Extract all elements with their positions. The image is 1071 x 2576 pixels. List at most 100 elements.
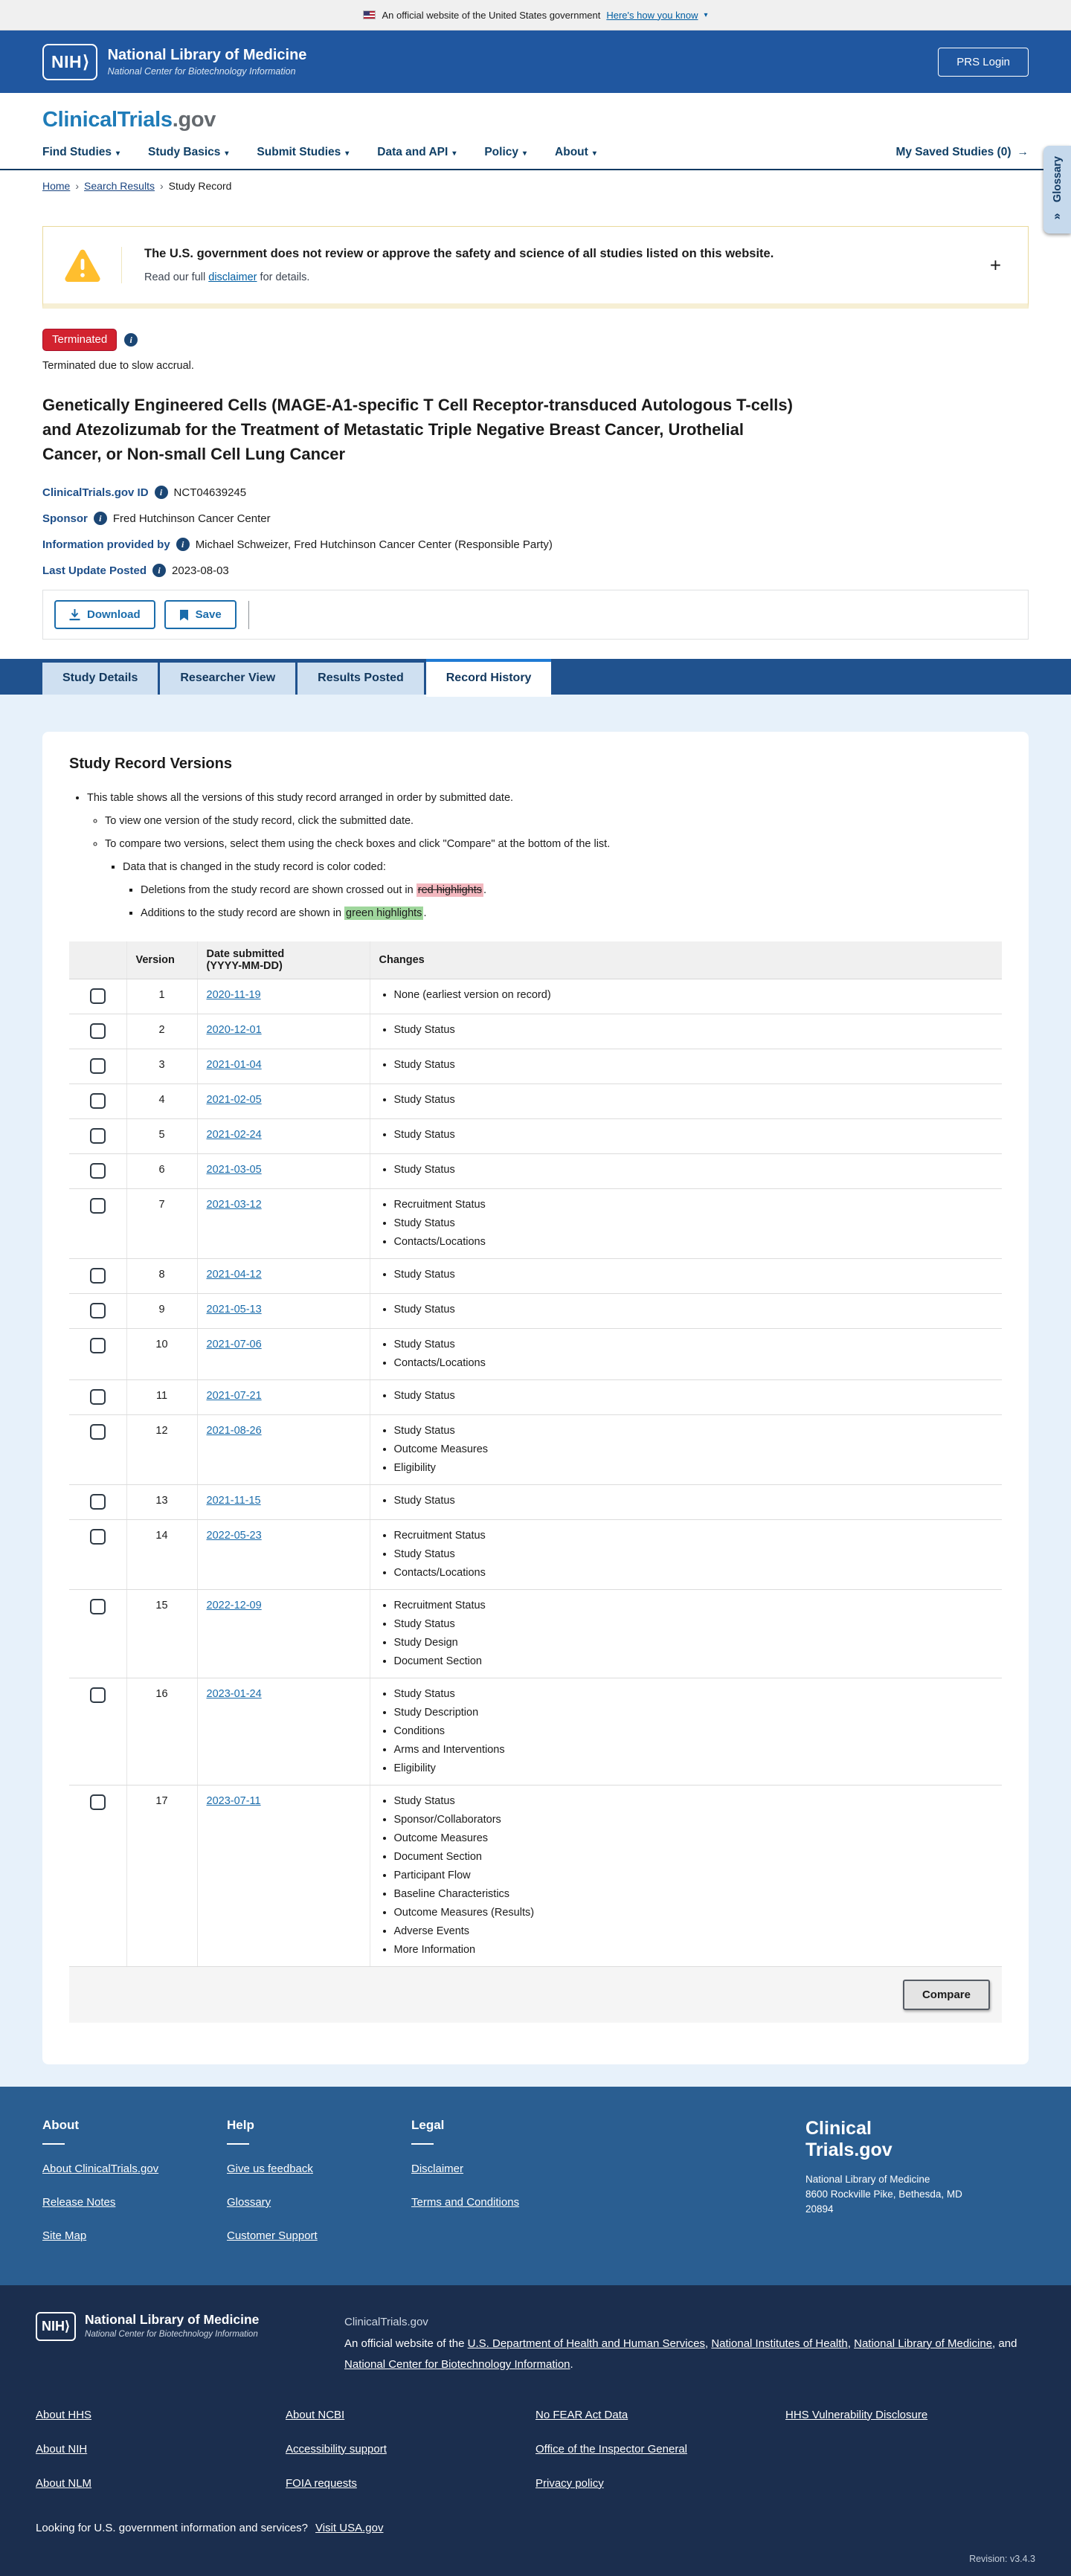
version-date-link[interactable]: 2021-07-21: [206, 1390, 262, 1402]
version-date-link[interactable]: 2021-02-24: [206, 1129, 262, 1141]
version-number: 9: [126, 1293, 198, 1329]
nav-about[interactable]: About ▾: [555, 146, 596, 158]
my-saved-studies-link[interactable]: My Saved Studies (0) →: [895, 146, 1029, 158]
version-checkbox[interactable]: [89, 1424, 106, 1440]
footer-link-glossary[interactable]: Glossary: [227, 2196, 271, 2209]
version-number: 7: [126, 1188, 198, 1259]
expand-banner-button[interactable]: +: [985, 253, 1006, 277]
info-icon[interactable]: i: [152, 564, 167, 577]
version-checkbox[interactable]: [89, 1338, 106, 1353]
version-date-link[interactable]: 2021-03-12: [206, 1199, 262, 1211]
version-checkbox[interactable]: [89, 1023, 106, 1039]
version-checkbox[interactable]: [89, 1599, 106, 1614]
info-icon[interactable]: i: [93, 512, 107, 525]
version-date-link[interactable]: 2021-05-13: [206, 1304, 262, 1316]
subfooter-link-privacy-policy[interactable]: Privacy policy: [536, 2476, 604, 2490]
glossary-side-tab[interactable]: Glossary «: [1043, 146, 1071, 234]
nav-submit-studies[interactable]: Submit Studies ▾: [257, 146, 350, 158]
footer-link-release-notes[interactable]: Release Notes: [42, 2196, 116, 2209]
version-date-link[interactable]: 2022-12-09: [206, 1600, 262, 1611]
footer-link-about-clinicaltrials-gov[interactable]: About ClinicalTrials.gov: [42, 2163, 159, 2175]
footer-link-terms-and-conditions[interactable]: Terms and Conditions: [411, 2196, 520, 2209]
version-number: 2: [126, 1014, 198, 1049]
subfooter-link-u-s-department-of-health-and-human-services[interactable]: U.S. Department of Health and Human Serv…: [467, 2337, 705, 2350]
clinicaltrials-logo[interactable]: ClinicalTrials.gov: [42, 108, 216, 132]
footer-link-customer-support[interactable]: Customer Support: [227, 2229, 318, 2242]
intro-bullet-additions: Additions to the study record are shown …: [141, 907, 1002, 920]
tab-record-history[interactable]: Record History: [425, 659, 552, 697]
version-date-link[interactable]: 2021-07-06: [206, 1339, 262, 1350]
version-date-link[interactable]: 2021-11-15: [206, 1495, 261, 1507]
version-checkbox[interactable]: [89, 1058, 106, 1074]
subfooter-link-office-of-the-inspector-general[interactable]: Office of the Inspector General: [536, 2442, 688, 2456]
version-checkbox[interactable]: [89, 1303, 106, 1318]
version-checkbox[interactable]: [89, 1794, 106, 1810]
version-date-link[interactable]: 2021-03-05: [206, 1164, 262, 1176]
date-column-header: Date submitted (YYYY-MM-DD): [197, 941, 370, 979]
footer-link-give-us-feedback[interactable]: Give us feedback: [227, 2163, 313, 2175]
heres-how-you-know-link[interactable]: Here's how you know: [606, 9, 698, 21]
version-checkbox[interactable]: [89, 1268, 106, 1284]
version-checkbox[interactable]: [89, 988, 106, 1004]
chevron-down-icon: ▾: [592, 149, 596, 158]
tab-researcher-view[interactable]: Researcher View: [160, 663, 296, 695]
prs-login-button[interactable]: PRS Login: [938, 47, 1029, 77]
tab-study-details[interactable]: Study Details: [42, 663, 158, 695]
info-icon[interactable]: i: [176, 538, 190, 551]
visit-usa-gov-link[interactable]: Visit USA.gov: [315, 2521, 384, 2534]
subfooter: NIH ⟩ National Library of Medicine Nation…: [0, 2285, 1071, 2576]
change-item: Study Status: [394, 1545, 994, 1564]
info-icon[interactable]: i: [124, 333, 138, 347]
subfooter-link-about-ncbi[interactable]: About NCBI: [286, 2408, 345, 2421]
version-checkbox[interactable]: [89, 1687, 106, 1703]
nih-logo-chevron: ⟩: [65, 2319, 71, 2334]
version-checkbox[interactable]: [89, 1529, 106, 1545]
nav-data-and-api[interactable]: Data and API ▾: [377, 146, 457, 158]
subfooter-link-about-nih[interactable]: About NIH: [36, 2442, 88, 2456]
version-date-link[interactable]: 2021-02-05: [206, 1094, 262, 1106]
footer: About About ClinicalTrials.gov Release Not…: [0, 2087, 1071, 2285]
version-date-link[interactable]: 2020-11-19: [206, 989, 261, 1001]
nih-logo[interactable]: NIH ⟩: [42, 43, 97, 80]
version-checkbox[interactable]: [89, 1093, 106, 1109]
version-checkbox[interactable]: [89, 1163, 106, 1179]
version-date-link[interactable]: 2023-07-11: [206, 1795, 261, 1807]
version-checkbox[interactable]: [89, 1198, 106, 1214]
version-date-link[interactable]: 2023-01-24: [206, 1688, 262, 1700]
subfooter-link-hhs-vulnerability-disclosure[interactable]: HHS Vulnerability Disclosure: [785, 2408, 928, 2421]
subfooter-link-accessibility-support[interactable]: Accessibility support: [286, 2442, 387, 2456]
subfooter-link-national-library-of-medicine[interactable]: National Library of Medicine: [854, 2337, 993, 2350]
version-checkbox[interactable]: [89, 1494, 106, 1510]
download-button[interactable]: Download: [54, 600, 155, 629]
breadcrumb: Home › Search Results › Study Record: [0, 170, 1071, 192]
footer-link-disclaimer[interactable]: Disclaimer: [411, 2163, 464, 2175]
nav-study-basics[interactable]: Study Basics ▾: [148, 146, 229, 158]
version-date-link[interactable]: 2021-04-12: [206, 1269, 262, 1281]
version-checkbox[interactable]: [89, 1389, 106, 1405]
subfooter-link-national-institutes-of-health[interactable]: National Institutes of Health: [711, 2337, 848, 2350]
subfooter-link-about-nlm[interactable]: About NLM: [36, 2476, 92, 2490]
version-checkbox[interactable]: [89, 1128, 106, 1144]
nav-find-studies[interactable]: Find Studies ▾: [42, 146, 120, 158]
tab-results-posted[interactable]: Results Posted: [298, 663, 424, 695]
subfooter-link-about-hhs[interactable]: About HHS: [36, 2408, 92, 2421]
info-icon[interactable]: i: [154, 486, 168, 499]
footer-brand: Clinical Trials.gov National Library of …: [805, 2118, 1029, 2263]
version-date-link[interactable]: 2020-12-01: [206, 1024, 262, 1036]
compare-button[interactable]: Compare: [902, 1980, 990, 2010]
save-button[interactable]: Save: [164, 600, 237, 629]
version-date-link[interactable]: 2022-05-23: [206, 1530, 262, 1542]
version-date-link[interactable]: 2021-01-04: [206, 1059, 262, 1071]
breadcrumb-search-results[interactable]: Search Results: [84, 180, 155, 192]
status-note: Terminated due to slow accrual.: [42, 360, 194, 372]
subfooter-link-no-fear-act-data[interactable]: No FEAR Act Data: [536, 2408, 628, 2421]
nav-policy[interactable]: Policy ▾: [484, 146, 527, 158]
subfooter-nih-logo[interactable]: NIH ⟩ National Library of Medicine Nation…: [36, 2312, 315, 2376]
versions-footer-row: Compare: [69, 1966, 1002, 2023]
breadcrumb-home[interactable]: Home: [42, 180, 71, 192]
subfooter-link-foia-requests[interactable]: FOIA requests: [286, 2476, 357, 2490]
version-date-link[interactable]: 2021-08-26: [206, 1425, 262, 1437]
disclaimer-link[interactable]: disclaimer: [208, 271, 257, 283]
footer-link-site-map[interactable]: Site Map: [42, 2229, 87, 2242]
subfooter-link-national-center-for-biotechnology-information[interactable]: National Center for Biotechnology Inform…: [344, 2358, 570, 2371]
